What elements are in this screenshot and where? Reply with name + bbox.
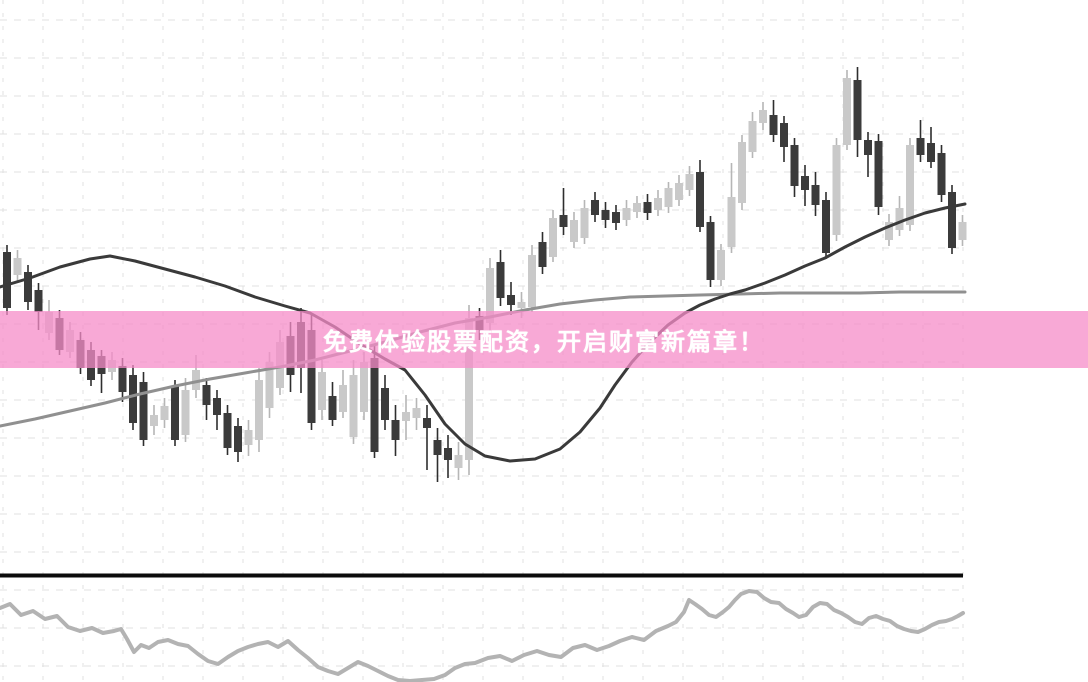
candle bbox=[843, 70, 851, 150]
candle bbox=[916, 120, 925, 162]
candle bbox=[958, 215, 967, 246]
candle bbox=[696, 160, 704, 232]
candle bbox=[727, 163, 736, 253]
candle bbox=[339, 370, 347, 418]
candle bbox=[874, 134, 883, 215]
candle bbox=[139, 372, 148, 446]
candle bbox=[769, 100, 778, 142]
candle bbox=[780, 116, 788, 162]
candle bbox=[402, 395, 410, 440]
candle bbox=[685, 166, 694, 196]
promo-banner-text: 免费体验股票配资，开启财富新篇章！ bbox=[323, 329, 765, 356]
candle bbox=[349, 360, 358, 444]
candle bbox=[864, 132, 872, 177]
candle bbox=[202, 378, 211, 420]
candle bbox=[948, 185, 956, 254]
candle bbox=[13, 250, 22, 282]
candle bbox=[748, 112, 757, 158]
candle bbox=[213, 390, 221, 430]
candle bbox=[790, 138, 799, 197]
candle bbox=[391, 405, 400, 456]
candle bbox=[853, 67, 862, 157]
candle bbox=[738, 135, 746, 210]
candle bbox=[612, 205, 620, 230]
candle bbox=[885, 214, 893, 246]
candle bbox=[654, 190, 662, 216]
candle bbox=[559, 188, 568, 235]
candle bbox=[664, 182, 673, 213]
candle bbox=[906, 138, 914, 231]
candle bbox=[811, 172, 820, 216]
candle bbox=[454, 442, 463, 480]
candle bbox=[717, 244, 725, 286]
candle bbox=[507, 282, 515, 315]
candle bbox=[3, 245, 11, 315]
candle bbox=[255, 368, 263, 452]
candle bbox=[234, 418, 242, 462]
candle bbox=[496, 250, 505, 306]
promo-banner[interactable]: 免费体验股票配资，开启财富新篇章！ bbox=[0, 311, 1088, 368]
candle bbox=[433, 428, 442, 482]
candle bbox=[927, 127, 935, 168]
candles-layer bbox=[3, 67, 967, 482]
candle bbox=[622, 200, 631, 226]
candle bbox=[538, 232, 547, 274]
candle bbox=[591, 192, 599, 222]
candle bbox=[580, 200, 589, 244]
candle bbox=[937, 145, 946, 202]
candle bbox=[444, 435, 452, 478]
candle bbox=[423, 405, 431, 470]
indicator-line bbox=[0, 589, 965, 682]
candle bbox=[633, 196, 641, 218]
candle bbox=[675, 175, 683, 206]
candle bbox=[832, 138, 841, 241]
candle bbox=[24, 265, 32, 310]
candle bbox=[643, 194, 652, 220]
candle bbox=[318, 360, 326, 420]
candle bbox=[801, 165, 809, 206]
candle bbox=[223, 405, 232, 455]
candle bbox=[601, 202, 610, 228]
candle bbox=[381, 375, 389, 430]
candle bbox=[528, 245, 536, 312]
candle bbox=[549, 210, 557, 262]
candle bbox=[706, 216, 715, 287]
candle bbox=[759, 102, 767, 130]
candle bbox=[150, 405, 158, 435]
candle bbox=[244, 420, 253, 456]
candle bbox=[181, 378, 190, 442]
candle bbox=[570, 212, 578, 248]
candle bbox=[328, 382, 337, 426]
ma-slow-line bbox=[0, 202, 967, 463]
candle bbox=[160, 398, 169, 428]
candle bbox=[822, 192, 830, 259]
candle bbox=[895, 196, 904, 236]
candle bbox=[171, 380, 179, 446]
candle bbox=[412, 398, 421, 430]
candle bbox=[129, 365, 137, 430]
